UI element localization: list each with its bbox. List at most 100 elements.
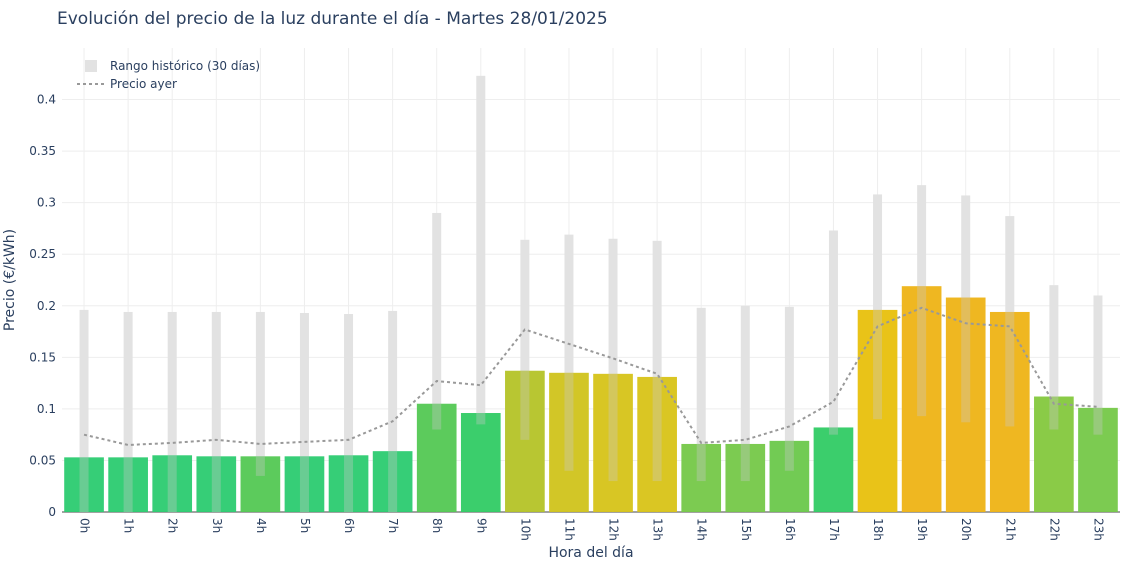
x-tick-label: 10h	[518, 518, 532, 541]
price-bar[interactable]	[152, 455, 193, 512]
price-bar[interactable]	[1034, 396, 1074, 512]
y-tick-label: 0.35	[29, 144, 56, 158]
range-overlay	[608, 373, 618, 482]
price-bar[interactable]	[945, 297, 986, 512]
x-tick-label: 15h	[739, 518, 753, 541]
range-overlay	[917, 286, 927, 417]
price-bar[interactable]	[681, 443, 722, 512]
range-overlay	[211, 456, 221, 512]
price-bar[interactable]	[989, 311, 1030, 512]
yesterday-point[interactable]	[170, 440, 175, 445]
range-overlay	[255, 456, 265, 476]
price-bar[interactable]	[857, 309, 898, 512]
range-bar[interactable]	[255, 311, 265, 476]
x-tick-label: 22h	[1047, 518, 1061, 541]
range-overlay	[388, 451, 398, 512]
yesterday-point[interactable]	[963, 321, 968, 326]
yesterday-point[interactable]	[1007, 324, 1012, 329]
range-bar[interactable]	[873, 194, 883, 420]
range-bar[interactable]	[828, 230, 838, 435]
range-overlay	[1049, 396, 1059, 430]
yesterday-point[interactable]	[214, 437, 219, 442]
yesterday-point[interactable]	[522, 327, 527, 332]
price-bar[interactable]	[372, 451, 413, 512]
x-axis: 0h 1h 2h 3h 4h 5h 6h 7h 8h 9h 10h 11h 12h 13h 14h 15h 16…	[78, 518, 1106, 541]
x-tick-label: 16h	[783, 518, 797, 541]
yesterday-point[interactable]	[1095, 404, 1100, 409]
price-bar[interactable]	[284, 456, 325, 512]
yesterday-point[interactable]	[919, 305, 924, 310]
x-tick-label: 21h	[1003, 518, 1017, 541]
y-tick-label: 0.4	[37, 93, 56, 107]
range-bar[interactable]	[1093, 295, 1103, 435]
price-bar[interactable]	[108, 457, 148, 512]
y-tick-label: 0.05	[29, 453, 56, 467]
yesterday-point[interactable]	[258, 441, 263, 446]
range-overlay	[652, 376, 662, 482]
yesterday-point[interactable]	[1051, 401, 1056, 406]
price-bar[interactable]	[240, 456, 281, 512]
y-tick-label: 0.1	[37, 402, 56, 416]
x-tick-label: 19h	[915, 518, 929, 541]
range-bar[interactable]	[1049, 285, 1059, 430]
range-bar[interactable]	[79, 309, 89, 512]
price-bar[interactable]	[416, 403, 457, 512]
yesterday-point[interactable]	[346, 437, 351, 442]
yesterday-point[interactable]	[875, 324, 880, 329]
range-bar[interactable]	[211, 311, 221, 512]
price-bar[interactable]	[64, 457, 104, 512]
range-bar[interactable]	[388, 310, 398, 512]
price-bar[interactable]	[196, 456, 237, 512]
yesterday-price-line[interactable]	[83, 306, 1099, 446]
range-bar[interactable]	[167, 311, 177, 512]
yesterday-point[interactable]	[743, 437, 748, 442]
legend: Rango histórico (30 días) Precio ayer	[77, 59, 260, 91]
price-bar[interactable]	[460, 413, 501, 512]
yesterday-point[interactable]	[831, 399, 836, 404]
range-overlay	[1005, 311, 1015, 427]
range-overlay	[299, 456, 309, 512]
range-overlay	[79, 457, 89, 512]
range-overlay	[1093, 407, 1103, 435]
yesterday-point[interactable]	[787, 424, 792, 429]
legend-label-range[interactable]: Rango histórico (30 días)	[110, 59, 260, 73]
legend-label-yesterday[interactable]: Precio ayer	[110, 77, 177, 91]
yesterday-point[interactable]	[699, 440, 704, 445]
yesterday-point[interactable]	[434, 379, 439, 384]
price-bar[interactable]	[637, 376, 677, 512]
yesterday-point[interactable]	[126, 442, 131, 447]
yesterday-point[interactable]	[82, 432, 87, 437]
yesterday-point[interactable]	[478, 383, 483, 388]
yesterday-point[interactable]	[390, 419, 395, 424]
x-tick-label: 8h	[430, 518, 444, 533]
range-bar[interactable]	[299, 312, 309, 512]
range-bar[interactable]	[520, 239, 530, 440]
range-bar[interactable]	[123, 311, 133, 512]
range-bar[interactable]	[476, 75, 486, 425]
range-bar[interactable]	[696, 307, 706, 482]
price-bar[interactable]	[901, 286, 942, 512]
range-bar[interactable]	[344, 314, 354, 512]
price-bar[interactable]	[549, 372, 589, 512]
range-bar[interactable]	[432, 212, 442, 430]
range-bar[interactable]	[784, 306, 794, 471]
range-bar[interactable]	[608, 238, 618, 482]
x-tick-label: 5h	[298, 518, 312, 533]
price-bar[interactable]	[505, 370, 545, 512]
range-bar[interactable]	[740, 305, 750, 482]
yesterday-point[interactable]	[302, 439, 307, 444]
x-tick-label: 23h	[1091, 518, 1105, 541]
yesterday-point[interactable]	[611, 356, 616, 361]
yesterday-point[interactable]	[566, 341, 571, 346]
price-bar[interactable]	[328, 455, 369, 512]
price-bar[interactable]	[813, 427, 854, 512]
price-bar[interactable]	[725, 443, 766, 512]
price-bar[interactable]	[593, 373, 633, 512]
price-bar[interactable]	[769, 440, 810, 512]
range-bar[interactable]	[564, 234, 574, 471]
range-bar[interactable]	[652, 240, 662, 482]
range-overlay	[564, 372, 574, 471]
price-bar[interactable]	[1078, 407, 1118, 512]
yesterday-point[interactable]	[655, 371, 660, 376]
range-overlay	[476, 413, 486, 425]
